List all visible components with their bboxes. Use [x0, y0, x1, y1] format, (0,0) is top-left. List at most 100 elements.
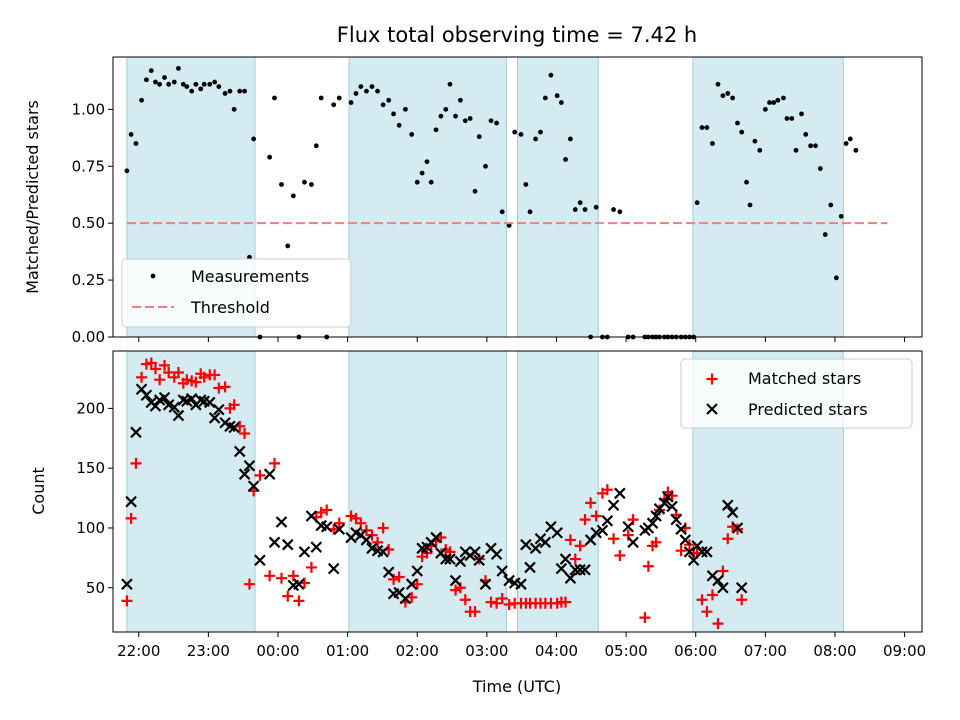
predicted-star-point: [496, 565, 508, 577]
predicted-star-point: [293, 578, 305, 590]
predicted-star-point: [584, 534, 597, 546]
measurement-point: [222, 91, 228, 96]
measurement-point: [506, 223, 512, 228]
measurement-point: [318, 95, 324, 101]
x-tick-label: 07:00: [744, 642, 787, 660]
measurement-point: [725, 91, 731, 96]
matched-star-point: [601, 484, 613, 496]
legend-box: [680, 358, 913, 429]
x-tick-label: 03:00: [465, 642, 508, 660]
predicted-star-point: [121, 578, 133, 590]
measurement-point: [611, 207, 616, 212]
legend-label-matched: Matched stars: [748, 369, 861, 388]
measurement-point: [189, 88, 195, 94]
predicted-star-point: [263, 468, 276, 480]
matched-star-point: [264, 570, 276, 582]
shaded-interval-2: [517, 350, 599, 633]
predicted-star-point: [430, 531, 442, 544]
measurement-point: [201, 81, 207, 87]
matched-star-point: [159, 359, 171, 371]
measurement-point: [285, 243, 291, 249]
predicted-star-point: [590, 526, 602, 539]
predicted-star-point: [666, 500, 678, 513]
measurement-point: [212, 79, 218, 85]
shaded-interval-2: [517, 56, 599, 338]
measurement-point: [582, 207, 588, 212]
measurement-point: [784, 116, 790, 121]
predicted-star-point: [203, 396, 216, 409]
x-tick-label: 22:00: [117, 642, 160, 660]
predicted-star-point: [650, 510, 662, 522]
legend-label-predicted: Predicted stars: [748, 400, 868, 419]
predicted-star-point: [564, 572, 577, 584]
predicted-star-point: [185, 393, 198, 405]
measurement-point: [358, 84, 364, 89]
measurement-point: [198, 86, 204, 92]
measurement-point: [803, 131, 809, 137]
legend: Matched stars Predicted stars: [680, 358, 913, 429]
measurement-point: [453, 113, 458, 119]
measurement-point: [568, 136, 573, 142]
predicted-star-point: [662, 491, 674, 503]
matched-star-point: [269, 457, 281, 469]
measurement-point: [207, 81, 213, 87]
matched-star-point: [459, 594, 471, 606]
measurement-point: [184, 84, 190, 89]
matched-star-point: [125, 512, 137, 524]
predicted-star-point: [194, 394, 207, 406]
predicted-star-point: [233, 445, 246, 458]
measurement-point: [512, 129, 518, 135]
matched-star-point: [496, 593, 508, 605]
matched-star-point: [722, 533, 734, 545]
predicted-star-point: [579, 564, 591, 576]
y-tick-label: 0.00: [72, 328, 105, 346]
measurement-point: [715, 81, 721, 87]
measurement-point: [144, 77, 149, 83]
chart-title: Flux total observing time = 7.42 h: [337, 23, 697, 47]
measurement-point: [242, 88, 247, 94]
predicted-star-point: [569, 564, 582, 576]
measurement-point: [348, 100, 354, 105]
predicted-star-point: [140, 389, 153, 402]
predicted-star-point: [454, 555, 467, 568]
matched-star-point: [642, 560, 654, 572]
shaded-interval-1: [348, 350, 507, 633]
measurement-point: [762, 106, 768, 112]
measurement-point: [424, 159, 430, 165]
measurement-point: [789, 116, 795, 121]
predicted-star-point: [327, 562, 340, 575]
measurement-point: [735, 120, 740, 126]
measurement-point: [369, 84, 375, 89]
matched-star-point: [350, 512, 362, 524]
matched-star-point: [275, 572, 287, 584]
matched-star-point: [696, 594, 708, 606]
matched-star-point: [209, 369, 221, 381]
legend-label-threshold: Threshold: [190, 298, 270, 317]
measurement-point: [704, 125, 710, 130]
predicted-star-point: [360, 534, 373, 546]
matched-star-point: [282, 590, 294, 602]
predicted-star-point: [559, 553, 572, 565]
predicted-star-point: [405, 578, 418, 590]
measurement-point: [375, 88, 380, 94]
matched-star-point: [574, 540, 586, 552]
matched-star-point: [243, 578, 255, 590]
legend-matched-marker: [706, 373, 718, 385]
plot-frame: [112, 56, 923, 338]
predicted-star-point: [247, 480, 260, 492]
predicted-star-point: [320, 520, 333, 533]
predicted-star-point: [411, 565, 424, 577]
measurement-point: [518, 131, 524, 137]
measurement-point: [403, 106, 408, 112]
predicted-star-point: [228, 421, 240, 434]
matched-star-point: [450, 584, 462, 596]
x-tick-label: 00:00: [256, 642, 299, 660]
measurement-point: [290, 193, 296, 199]
measurement-point: [148, 68, 154, 74]
measurement-point: [176, 65, 181, 71]
matched-star-point: [372, 536, 384, 548]
measurement-point: [563, 157, 568, 162]
measurement-point: [153, 79, 158, 85]
matched-star-point: [145, 357, 157, 369]
measurement-point: [231, 106, 237, 112]
